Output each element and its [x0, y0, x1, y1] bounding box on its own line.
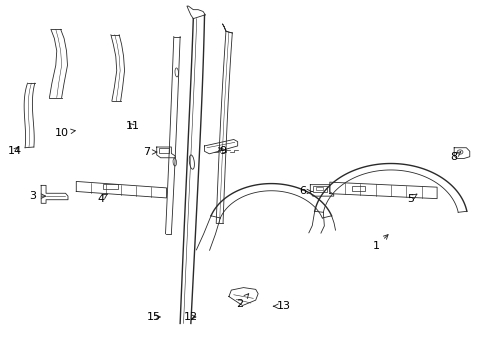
Text: 7: 7	[143, 147, 157, 157]
Text: 2: 2	[236, 294, 248, 309]
Bar	[316, 187, 322, 190]
Text: 6: 6	[299, 186, 311, 197]
Text: 12: 12	[183, 312, 198, 322]
Text: 10: 10	[55, 128, 75, 138]
Text: 4: 4	[97, 194, 107, 204]
Bar	[159, 148, 168, 153]
Text: 14: 14	[8, 145, 22, 156]
Text: 15: 15	[147, 312, 161, 322]
Text: 13: 13	[273, 301, 290, 311]
Text: 3: 3	[29, 191, 45, 201]
Text: 9: 9	[219, 146, 225, 156]
Bar	[313, 186, 326, 192]
Text: 11: 11	[125, 121, 139, 131]
Text: 5: 5	[406, 194, 416, 204]
Text: 1: 1	[372, 235, 387, 251]
Text: 8: 8	[449, 152, 460, 162]
